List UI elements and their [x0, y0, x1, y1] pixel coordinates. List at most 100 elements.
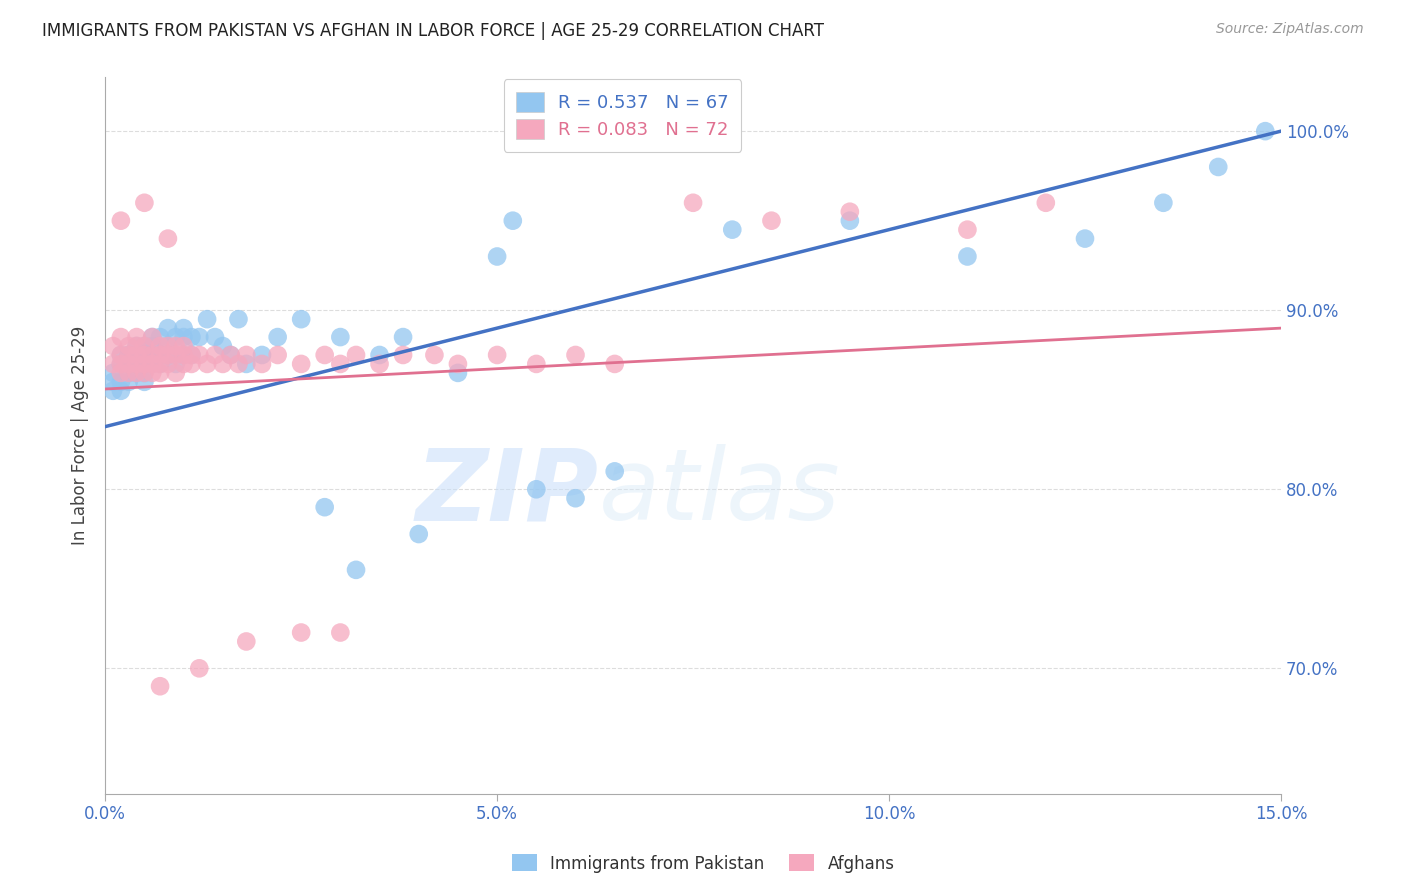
Point: [173, 330, 195, 344]
Point: [250, 348, 273, 362]
Point: [149, 339, 172, 353]
Point: [721, 222, 744, 236]
Point: [125, 339, 148, 353]
Point: [134, 366, 156, 380]
Point: [134, 348, 156, 362]
Point: [188, 330, 211, 344]
Point: [447, 357, 470, 371]
Point: [228, 312, 250, 326]
Point: [235, 348, 257, 362]
Point: [235, 634, 257, 648]
Point: [603, 464, 626, 478]
Point: [101, 366, 124, 380]
Point: [188, 348, 211, 362]
Point: [118, 375, 141, 389]
Point: [110, 384, 132, 398]
Point: [141, 348, 163, 362]
Point: [564, 348, 586, 362]
Point: [118, 339, 141, 353]
Point: [110, 348, 132, 362]
Point: [329, 330, 352, 344]
Point: [211, 357, 233, 371]
Point: [134, 375, 156, 389]
Point: [838, 213, 860, 227]
Point: [165, 330, 187, 344]
Point: [392, 330, 415, 344]
Point: [156, 357, 179, 371]
Point: [156, 339, 179, 353]
Point: [118, 348, 141, 362]
Point: [195, 312, 218, 326]
Point: [125, 330, 148, 344]
Point: [180, 330, 202, 344]
Point: [1035, 195, 1057, 210]
Point: [110, 213, 132, 227]
Point: [314, 348, 336, 362]
Point: [344, 563, 367, 577]
Point: [110, 357, 132, 371]
Point: [149, 357, 172, 371]
Point: [141, 339, 163, 353]
Point: [266, 348, 288, 362]
Point: [110, 366, 132, 380]
Point: [141, 330, 163, 344]
Point: [290, 357, 312, 371]
Point: [134, 348, 156, 362]
Point: [134, 366, 156, 380]
Point: [486, 348, 509, 362]
Point: [118, 348, 141, 362]
Point: [125, 348, 148, 362]
Point: [1152, 195, 1174, 210]
Point: [101, 357, 124, 371]
Point: [156, 339, 179, 353]
Point: [219, 348, 242, 362]
Text: ZIP: ZIP: [416, 444, 599, 541]
Point: [125, 366, 148, 380]
Point: [173, 348, 195, 362]
Point: [290, 312, 312, 326]
Text: atlas: atlas: [599, 444, 841, 541]
Point: [290, 625, 312, 640]
Point: [603, 357, 626, 371]
Point: [1254, 124, 1277, 138]
Point: [235, 357, 257, 371]
Point: [344, 348, 367, 362]
Point: [173, 339, 195, 353]
Point: [228, 357, 250, 371]
Point: [149, 357, 172, 371]
Point: [141, 330, 163, 344]
Point: [368, 357, 391, 371]
Point: [211, 339, 233, 353]
Point: [195, 357, 218, 371]
Text: IMMIGRANTS FROM PAKISTAN VS AFGHAN IN LABOR FORCE | AGE 25-29 CORRELATION CHART: IMMIGRANTS FROM PAKISTAN VS AFGHAN IN LA…: [42, 22, 824, 40]
Point: [173, 357, 195, 371]
Point: [125, 357, 148, 371]
Point: [180, 348, 202, 362]
Point: [149, 330, 172, 344]
Point: [141, 348, 163, 362]
Point: [423, 348, 446, 362]
Point: [329, 625, 352, 640]
Point: [118, 366, 141, 380]
Point: [266, 330, 288, 344]
Point: [486, 250, 509, 264]
Point: [125, 339, 148, 353]
Point: [956, 250, 979, 264]
Point: [141, 366, 163, 380]
Point: [329, 357, 352, 371]
Point: [165, 339, 187, 353]
Point: [1206, 160, 1229, 174]
Point: [149, 348, 172, 362]
Point: [110, 357, 132, 371]
Point: [134, 357, 156, 371]
Legend: Immigrants from Pakistan, Afghans: Immigrants from Pakistan, Afghans: [505, 847, 901, 880]
Point: [204, 348, 226, 362]
Point: [125, 366, 148, 380]
Point: [1074, 231, 1097, 245]
Point: [165, 357, 187, 371]
Y-axis label: In Labor Force | Age 25-29: In Labor Force | Age 25-29: [72, 326, 89, 545]
Point: [314, 500, 336, 515]
Point: [101, 339, 124, 353]
Text: Source: ZipAtlas.com: Source: ZipAtlas.com: [1216, 22, 1364, 37]
Point: [761, 213, 783, 227]
